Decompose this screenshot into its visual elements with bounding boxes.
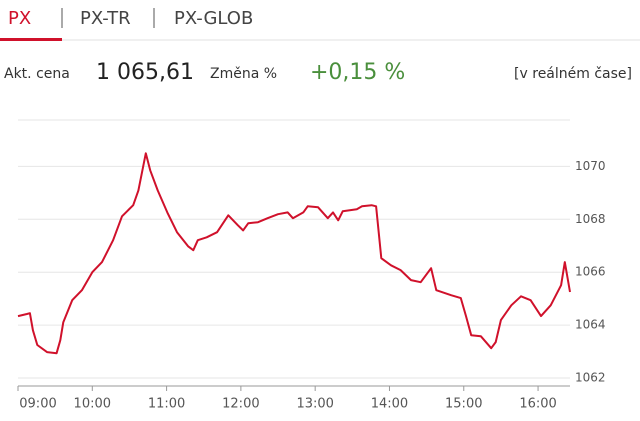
- tab[interactable]: PX: [8, 8, 31, 29]
- change-label: Změna %: [210, 66, 277, 82]
- x-tick-label: 14:00: [371, 397, 408, 412]
- change: +0,15 %: [310, 60, 405, 85]
- x-tick-label: 09:00: [19, 397, 56, 412]
- price: 1 065,61: [96, 60, 194, 85]
- x-tick-label: 12:00: [222, 397, 259, 412]
- chart: 1062 1064 1066 1068 1070 09:00 10:00 11:00 12:00…: [17, 119, 606, 412]
- y-tick-label: 1064: [575, 318, 606, 332]
- x-tick-label: 10:00: [74, 397, 111, 412]
- active-tab-underline: [0, 38, 62, 41]
- x-tick-label: 16:00: [519, 397, 556, 412]
- x-tick-label: 13:00: [296, 397, 333, 412]
- y-tick-label: 1068: [575, 212, 606, 226]
- tab[interactable]: PX-TR: [80, 8, 131, 29]
- x-tick-label: 15:00: [445, 397, 482, 412]
- price-line: [17, 152, 571, 355]
- y-tick-label: 1066: [575, 265, 606, 279]
- y-tick-label: 1070: [575, 159, 606, 173]
- x-tick-label: 11:00: [148, 397, 185, 412]
- tab[interactable]: PX-GLOB: [174, 8, 253, 29]
- realtime-note: [v reálném čase]: [514, 66, 632, 82]
- y-tick-label: 1062: [575, 371, 606, 385]
- price-label: Akt. cena: [4, 66, 70, 82]
